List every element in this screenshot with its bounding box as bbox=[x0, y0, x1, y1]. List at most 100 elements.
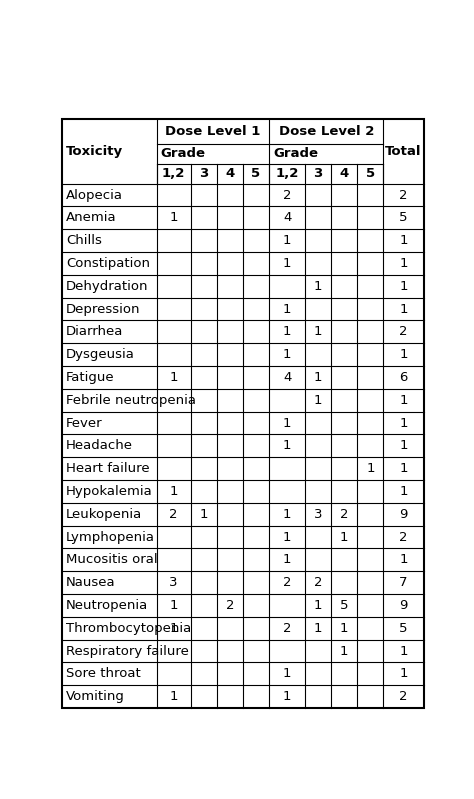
Text: 1: 1 bbox=[314, 394, 322, 407]
Text: 4: 4 bbox=[283, 212, 291, 225]
Text: 4: 4 bbox=[340, 167, 349, 180]
Text: Alopecia: Alopecia bbox=[66, 189, 123, 201]
Text: 1: 1 bbox=[399, 303, 408, 316]
Text: 1: 1 bbox=[283, 439, 292, 452]
Text: 7: 7 bbox=[399, 576, 408, 589]
Text: 2: 2 bbox=[399, 690, 408, 703]
Text: 1: 1 bbox=[169, 690, 178, 703]
Text: 1: 1 bbox=[399, 462, 408, 475]
Text: 4: 4 bbox=[225, 167, 235, 180]
Text: 1: 1 bbox=[169, 212, 178, 225]
Text: Dehydration: Dehydration bbox=[66, 280, 149, 292]
Text: 2: 2 bbox=[283, 189, 292, 201]
Text: 4: 4 bbox=[283, 371, 291, 384]
Text: Toxicity: Toxicity bbox=[66, 145, 123, 158]
Text: Lymphopenia: Lymphopenia bbox=[66, 531, 155, 543]
Text: Respiratory failure: Respiratory failure bbox=[66, 645, 189, 658]
Text: 1: 1 bbox=[399, 485, 408, 498]
Text: 1: 1 bbox=[314, 280, 322, 292]
Text: Mucositis oral: Mucositis oral bbox=[66, 554, 158, 566]
Text: 1: 1 bbox=[314, 325, 322, 338]
Text: 3: 3 bbox=[314, 507, 322, 521]
Text: 5: 5 bbox=[399, 622, 408, 634]
Text: 2: 2 bbox=[399, 531, 408, 543]
Text: 1: 1 bbox=[283, 531, 292, 543]
Text: 1: 1 bbox=[399, 257, 408, 270]
Text: 2: 2 bbox=[399, 325, 408, 338]
Text: 2: 2 bbox=[399, 189, 408, 201]
Text: 3: 3 bbox=[169, 576, 178, 589]
Text: 1: 1 bbox=[283, 690, 292, 703]
Text: Fatigue: Fatigue bbox=[66, 371, 115, 384]
Text: 3: 3 bbox=[313, 167, 323, 180]
Text: Chills: Chills bbox=[66, 234, 102, 247]
Text: 1: 1 bbox=[399, 439, 408, 452]
Text: Nausea: Nausea bbox=[66, 576, 116, 589]
Text: 1: 1 bbox=[314, 622, 322, 634]
Text: Neutropenia: Neutropenia bbox=[66, 599, 148, 612]
Text: 1: 1 bbox=[283, 416, 292, 430]
Text: 1: 1 bbox=[283, 303, 292, 316]
Text: 1: 1 bbox=[200, 507, 208, 521]
Text: Fever: Fever bbox=[66, 416, 103, 430]
Text: 2: 2 bbox=[226, 599, 234, 612]
Text: 5: 5 bbox=[251, 167, 261, 180]
Text: 1: 1 bbox=[283, 348, 292, 361]
Text: 1: 1 bbox=[399, 645, 408, 658]
Text: 1: 1 bbox=[314, 599, 322, 612]
Text: 1: 1 bbox=[314, 371, 322, 384]
Text: 2: 2 bbox=[169, 507, 178, 521]
Text: 1: 1 bbox=[399, 667, 408, 680]
Text: 1: 1 bbox=[169, 622, 178, 634]
Text: Depression: Depression bbox=[66, 303, 141, 316]
Text: Dose Level 2: Dose Level 2 bbox=[279, 125, 374, 137]
Text: 1: 1 bbox=[283, 257, 292, 270]
Text: 1: 1 bbox=[399, 554, 408, 566]
Text: 9: 9 bbox=[399, 599, 408, 612]
Text: 1: 1 bbox=[169, 371, 178, 384]
Text: 1,2: 1,2 bbox=[275, 167, 299, 180]
Text: 1: 1 bbox=[169, 599, 178, 612]
Text: 1: 1 bbox=[340, 645, 348, 658]
Text: 1: 1 bbox=[283, 554, 292, 566]
Text: 1: 1 bbox=[283, 507, 292, 521]
Text: 1: 1 bbox=[366, 462, 374, 475]
Text: Grade: Grade bbox=[161, 147, 206, 160]
Text: Total: Total bbox=[385, 145, 422, 158]
Text: Sore throat: Sore throat bbox=[66, 667, 141, 680]
Text: 1,2: 1,2 bbox=[162, 167, 185, 180]
Text: 5: 5 bbox=[366, 167, 375, 180]
Text: Heart failure: Heart failure bbox=[66, 462, 150, 475]
Text: 2: 2 bbox=[340, 507, 348, 521]
Text: 1: 1 bbox=[340, 622, 348, 634]
Text: Thrombocytopenia: Thrombocytopenia bbox=[66, 622, 191, 634]
Text: Febrile neutropenia: Febrile neutropenia bbox=[66, 394, 196, 407]
Text: 1: 1 bbox=[399, 234, 408, 247]
Text: Diarrhea: Diarrhea bbox=[66, 325, 124, 338]
Text: 1: 1 bbox=[340, 531, 348, 543]
Text: 1: 1 bbox=[283, 667, 292, 680]
Text: Vomiting: Vomiting bbox=[66, 690, 125, 703]
Text: 1: 1 bbox=[283, 325, 292, 338]
Text: Grade: Grade bbox=[273, 147, 318, 160]
Text: 1: 1 bbox=[399, 348, 408, 361]
Text: 2: 2 bbox=[283, 576, 292, 589]
Text: 1: 1 bbox=[399, 280, 408, 292]
Text: 1: 1 bbox=[399, 416, 408, 430]
Text: 1: 1 bbox=[169, 485, 178, 498]
Text: 2: 2 bbox=[283, 622, 292, 634]
Text: 5: 5 bbox=[340, 599, 348, 612]
Text: 5: 5 bbox=[399, 212, 408, 225]
Text: Dose Level 1: Dose Level 1 bbox=[165, 125, 261, 137]
Text: Anemia: Anemia bbox=[66, 212, 117, 225]
Text: 9: 9 bbox=[399, 507, 408, 521]
Text: 1: 1 bbox=[399, 394, 408, 407]
Text: Headache: Headache bbox=[66, 439, 133, 452]
Text: Constipation: Constipation bbox=[66, 257, 150, 270]
Text: 2: 2 bbox=[314, 576, 322, 589]
Text: Dysgeusia: Dysgeusia bbox=[66, 348, 135, 361]
Text: 1: 1 bbox=[283, 234, 292, 247]
Text: 6: 6 bbox=[399, 371, 408, 384]
Text: Leukopenia: Leukopenia bbox=[66, 507, 143, 521]
Text: Hypokalemia: Hypokalemia bbox=[66, 485, 153, 498]
